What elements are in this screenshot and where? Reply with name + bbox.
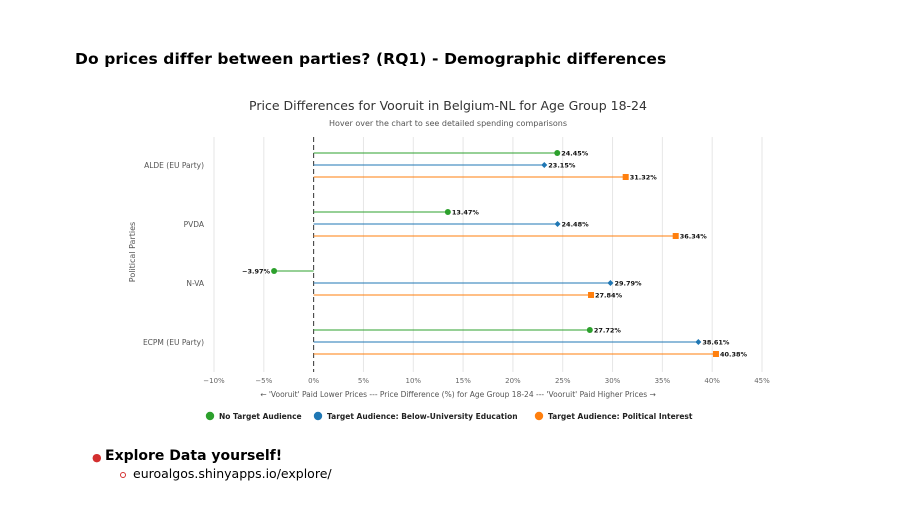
data-point-circle[interactable] [586, 327, 593, 333]
x-tick-label: −10% [203, 377, 225, 385]
data-label: 38.61% [702, 339, 730, 347]
sub-bullet-item: euroalgos.shinyapps.io/explore/ [92, 466, 332, 481]
legend-marker[interactable] [534, 411, 544, 421]
legend-label[interactable]: Target Audience: Below-University Educat… [327, 412, 518, 421]
bullet-dot-icon: ● [92, 451, 102, 464]
x-tick-label: 0% [308, 377, 319, 385]
data-point-circle[interactable] [444, 209, 451, 215]
data-point-square[interactable] [588, 292, 595, 298]
bullet-item: ● Explore Data yourself! [92, 448, 332, 464]
x-tick-label: 20% [505, 377, 521, 385]
chart-subtitle: Hover over the chart to see detailed spe… [329, 119, 567, 128]
data-label: −3.97% [242, 268, 270, 276]
y-category-label: N-VA [186, 279, 205, 288]
data-point-circle[interactable] [554, 150, 561, 156]
data-point-diamond[interactable] [695, 339, 702, 345]
legend-marker[interactable] [205, 411, 215, 421]
data-point-square[interactable] [622, 174, 629, 180]
data-label: 23.15% [548, 162, 576, 170]
x-tick-label: 35% [655, 377, 671, 385]
sub-bullet-circle-icon [120, 472, 126, 478]
y-category-label: ALDE (EU Party) [144, 161, 204, 170]
slide-title: Do prices differ between parties? (RQ1) … [75, 50, 667, 68]
data-point-diamond[interactable] [554, 221, 561, 227]
y-axis-label: Political Parties [128, 222, 137, 282]
x-tick-labels: −10% −5% 0% 5% 10% 15% 20% 25% 30% 35% 40% 45% [203, 377, 770, 385]
x-tick-label: 40% [704, 377, 720, 385]
x-tick-label: 5% [358, 377, 369, 385]
data-point-diamond[interactable] [541, 162, 548, 168]
legend-label[interactable]: No Target Audience [219, 412, 302, 421]
bullet-list: ● Explore Data yourself! euroalgos.shiny… [92, 448, 332, 481]
data-label: 40.38% [720, 351, 748, 359]
data-label: 24.45% [561, 150, 589, 158]
x-tick-label: 45% [754, 377, 770, 385]
y-category-labels: ALDE (EU Party) PVDA N-VA ECPM (EU Party) [143, 161, 205, 347]
legend-label[interactable]: Target Audience: Political Interest [548, 412, 693, 421]
legend-marker[interactable] [313, 411, 323, 421]
y-category-label: ECPM (EU Party) [143, 338, 204, 347]
data-point-square[interactable] [712, 351, 719, 357]
legend[interactable]: No Target Audience Target Audience: Below… [205, 411, 693, 421]
y-category-label: PVDA [184, 220, 205, 229]
chart-title: Price Differences for Vooruit in Belgium… [249, 98, 647, 113]
data-label: 31.32% [630, 174, 658, 182]
x-tick-label: 10% [405, 377, 421, 385]
x-tick-label: 15% [455, 377, 471, 385]
x-tick-label: 25% [555, 377, 571, 385]
data-label: 27.84% [595, 292, 623, 300]
data-point-diamond[interactable] [607, 280, 614, 286]
grid-lines [213, 137, 763, 372]
x-tick-label: −5% [255, 377, 272, 385]
data-point-circle[interactable] [271, 268, 278, 274]
data-label: 29.79% [614, 280, 642, 288]
data-point-square[interactable] [672, 233, 679, 239]
x-tick-label: 30% [605, 377, 621, 385]
data-label: 24.48% [562, 221, 590, 229]
x-axis-label: ← 'Vooruit' Paid Lower Prices --- Price … [260, 390, 656, 399]
data-label: 13.47% [452, 209, 480, 217]
data-label: 27.72% [594, 327, 622, 335]
data-marks[interactable]: 24.45% 13.47% −3.97% 27.72% 23.15% 24.48% 29.7… [242, 150, 747, 359]
data-label: 36.34% [680, 233, 708, 241]
explore-link[interactable]: euroalgos.shinyapps.io/explore/ [133, 466, 332, 481]
bullet-text: Explore Data yourself! [105, 448, 283, 464]
